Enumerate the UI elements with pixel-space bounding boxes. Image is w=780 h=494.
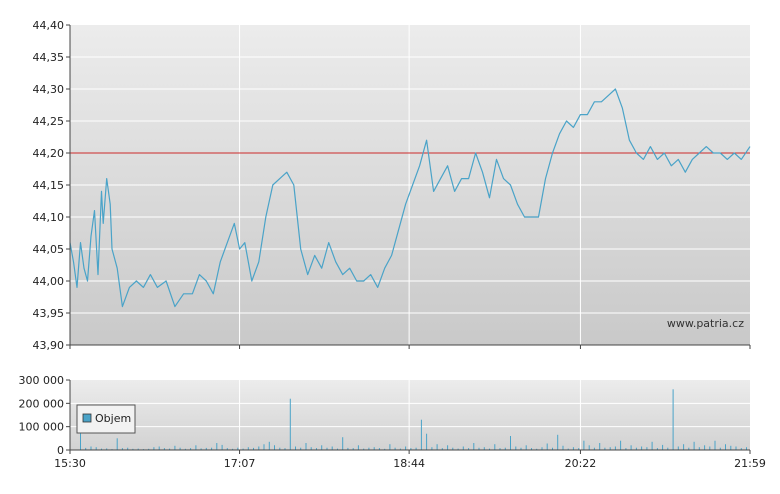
price-y-tick-label: 44,30 — [33, 83, 65, 96]
volume-y-tick-label: 200 000 — [19, 397, 65, 410]
watermark-text: www.patria.cz — [667, 317, 744, 330]
volume-y-tick-label: 100 000 — [19, 421, 65, 434]
legend-swatch — [82, 413, 92, 423]
price-y-tick-label: 44,40 — [33, 19, 65, 32]
price-y-tick-label: 44,15 — [33, 179, 65, 192]
price-y-tick-label: 44,25 — [33, 115, 65, 128]
price-series-line — [69, 88, 751, 308]
price-panel: 44,40 44,35 44,30 44,25 44,20 44,15 44,10 44,05… — [33, 19, 751, 352]
price-y-tick-label: 44,20 — [33, 147, 65, 160]
price-y-tick-label: 44,05 — [33, 243, 65, 256]
volume-plot-background — [70, 380, 750, 450]
x-tick-label: 15:30 — [54, 457, 86, 470]
x-tick-label: 18:44 — [393, 457, 425, 470]
volume-legend: Objem — [76, 404, 136, 434]
price-y-tick-label: 43,90 — [33, 339, 65, 352]
volume-y-tick-label: 0 — [57, 444, 64, 457]
price-y-tick-label: 43,95 — [33, 307, 65, 320]
x-tick-label: 21:59 — [734, 457, 766, 470]
volume-panel: 300 000 200 000 100 000 015:30 17:07 18:44 20:… — [19, 374, 766, 470]
price-y-tick-label: 44,00 — [33, 275, 65, 288]
legend-label: Objem — [95, 412, 131, 425]
volume-y-tick-label: 300 000 — [19, 374, 65, 387]
x-tick-label: 17:07 — [224, 457, 256, 470]
x-tick-label: 20:22 — [565, 457, 597, 470]
price-y-tick-label: 44,10 — [33, 211, 65, 224]
price-y-tick-label: 44,35 — [33, 51, 65, 64]
